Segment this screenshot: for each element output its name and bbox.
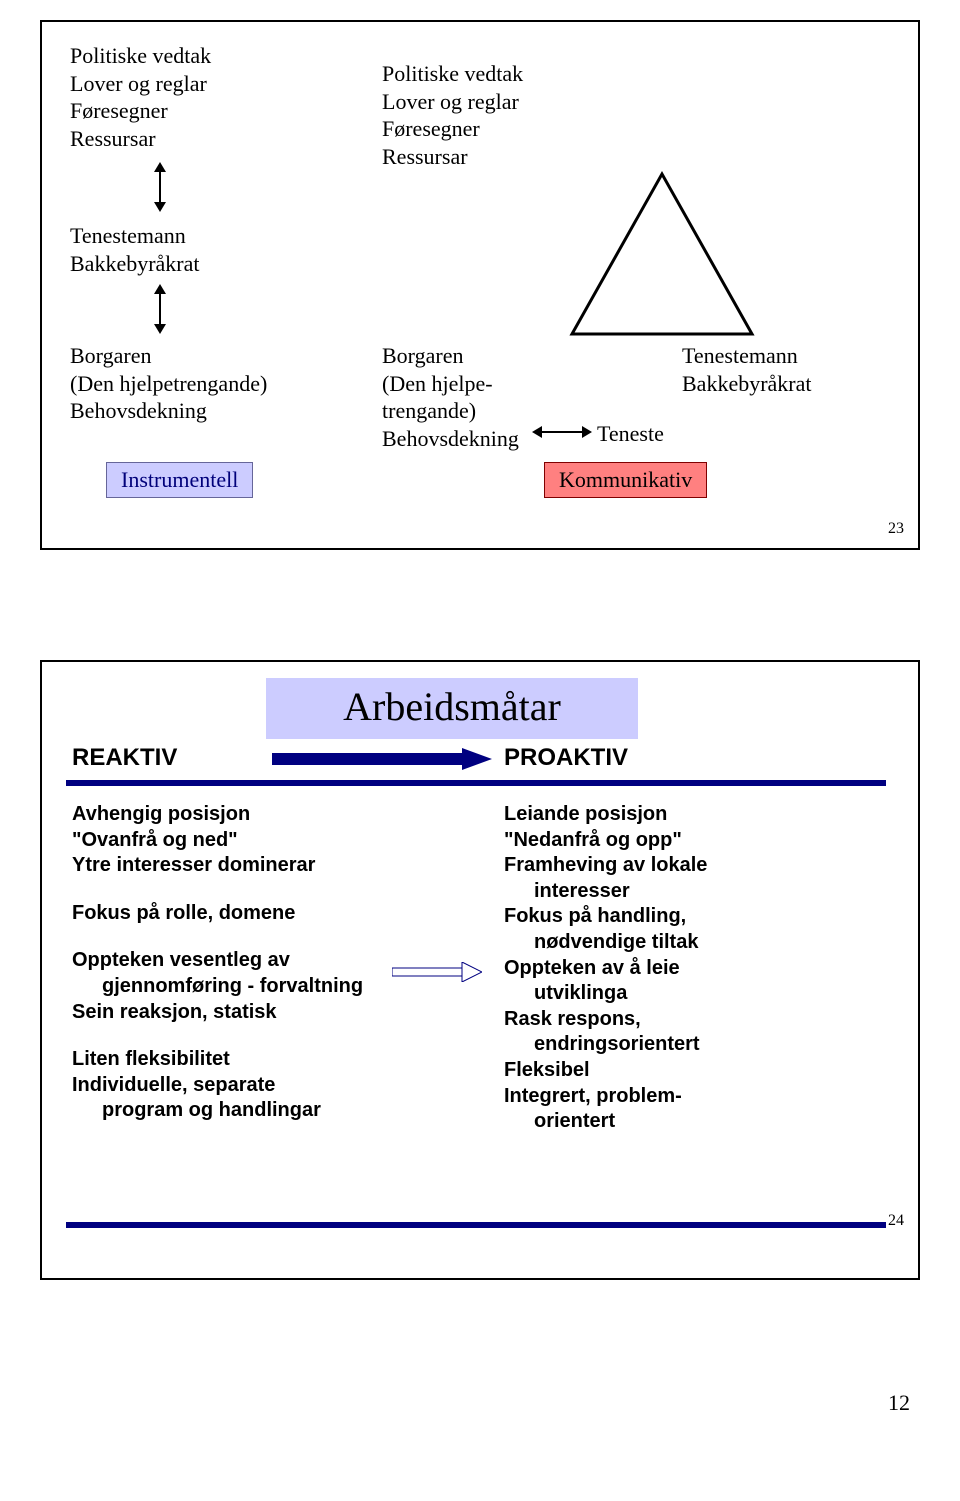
instrumentell-label: Instrumentell	[106, 462, 253, 498]
right-block-3: Tenestemann Bakkebyråkrat	[682, 342, 812, 397]
text: Fleksibel	[504, 1058, 707, 1084]
triangle-icon	[562, 170, 762, 340]
text: Liten fleksibilitet	[72, 1047, 363, 1073]
text: Leiande posisjon	[504, 802, 707, 828]
text: Føresegner	[70, 97, 211, 125]
text: Oppteken vesentleg av	[72, 948, 363, 974]
slide-pagenum: 24	[888, 1212, 904, 1230]
footer-pagenum: 12	[40, 1390, 920, 1416]
small-arrow	[392, 962, 482, 982]
text: Behovsdekning	[70, 397, 267, 425]
slide-2: Arbeidsmåtar REAKTIV PROAKTIV Avhengig p…	[40, 660, 920, 1280]
slide-pagenum: 23	[888, 520, 904, 538]
text: Framheving av lokale	[504, 853, 707, 879]
arrow-navy	[272, 748, 492, 770]
text: Lover og reglar	[70, 70, 211, 98]
text: Sein reaksjon, statisk	[72, 1000, 363, 1026]
double-arrow-1	[150, 162, 170, 212]
proaktiv-head: PROAKTIV	[504, 744, 628, 772]
text: utviklinga	[504, 981, 707, 1007]
text: Tenestemann	[682, 342, 812, 370]
text: endringsorientert	[504, 1032, 707, 1058]
right-block-2: Borgaren (Den hjelpe- trengande) Behovsd…	[382, 342, 519, 452]
text: Føresegner	[382, 115, 523, 143]
text: Bakkebyråkrat	[682, 370, 812, 398]
text: Individuelle, separate	[72, 1073, 363, 1099]
teneste-label: Teneste	[597, 420, 664, 448]
double-arrow-horizontal	[532, 422, 592, 442]
right-column: Leiande posisjon "Nedanfrå og opp" Framh…	[504, 802, 707, 1135]
left-block-2: Tenestemann Bakkebyråkrat	[70, 222, 200, 277]
left-column: Avhengig posisjon "Ovanfrå og ned" Ytre …	[72, 802, 363, 1124]
text: (Den hjelpe-	[382, 370, 519, 398]
text: orientert	[504, 1109, 707, 1135]
separator-bottom	[66, 1222, 886, 1230]
text: Borgaren	[382, 342, 519, 370]
text: Tenestemann	[70, 222, 200, 250]
text: Ressursar	[382, 143, 523, 171]
double-arrow-2	[150, 284, 170, 334]
text: "Ovanfrå og ned"	[72, 828, 363, 854]
left-block-1: Politiske vedtak Lover og reglar Føreseg…	[70, 42, 211, 152]
left-block-3: Borgaren (Den hjelpetrengande) Behovsdek…	[70, 342, 267, 425]
text: Politiske vedtak	[70, 42, 211, 70]
text: (Den hjelpetrengande)	[70, 370, 267, 398]
text: Borgaren	[70, 342, 267, 370]
text: interesser	[504, 879, 707, 905]
text: Ressursar	[70, 125, 211, 153]
title-arbeidsmatar: Arbeidsmåtar	[266, 678, 638, 739]
text: Oppteken av å leie	[504, 956, 707, 982]
text: program og handlingar	[72, 1098, 363, 1124]
separator-top	[66, 780, 886, 788]
text: Bakkebyråkrat	[70, 250, 200, 278]
text: Behovsdekning	[382, 425, 519, 453]
text: nødvendige tiltak	[504, 930, 707, 956]
text: trengande)	[382, 397, 519, 425]
text: Integrert, problem-	[504, 1084, 707, 1110]
kommunikativ-label: Kommunikativ	[544, 462, 707, 498]
text: Fokus på handling,	[504, 904, 707, 930]
reaktiv-head: REAKTIV	[72, 744, 177, 772]
text: Rask respons,	[504, 1007, 707, 1033]
text: Fokus på rolle, domene	[72, 901, 363, 927]
right-block-1: Politiske vedtak Lover og reglar Føreseg…	[382, 60, 523, 170]
text: "Nedanfrå og opp"	[504, 828, 707, 854]
text: Avhengig posisjon	[72, 802, 363, 828]
text: Lover og reglar	[382, 88, 523, 116]
text: Politiske vedtak	[382, 60, 523, 88]
slide-1: Politiske vedtak Lover og reglar Føreseg…	[40, 20, 920, 550]
text: gjennomføring - forvaltning	[72, 974, 363, 1000]
text: Ytre interesser dominerar	[72, 853, 363, 879]
